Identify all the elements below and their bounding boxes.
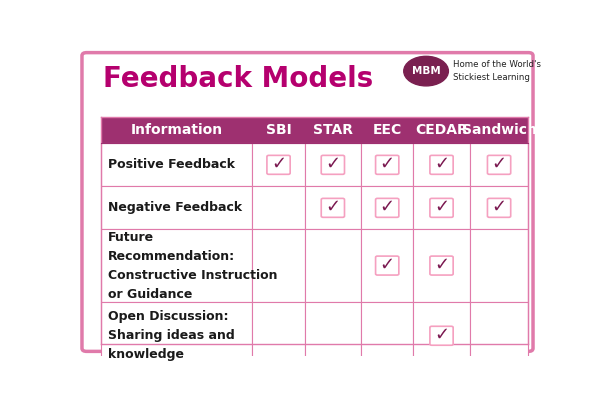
Circle shape (404, 56, 448, 86)
FancyBboxPatch shape (413, 186, 470, 229)
Text: Information: Information (130, 123, 223, 137)
Text: ✓: ✓ (434, 326, 449, 344)
Text: Future
Recommendation:
Constructive Instruction
or Guidance: Future Recommendation: Constructive Inst… (107, 230, 277, 300)
FancyBboxPatch shape (413, 302, 470, 370)
Text: Negative Feedback: Negative Feedback (107, 201, 242, 214)
FancyBboxPatch shape (376, 198, 399, 217)
Text: Home of the World's
Stickiest Learning: Home of the World's Stickiest Learning (453, 60, 541, 82)
Text: ✓: ✓ (491, 155, 506, 173)
FancyBboxPatch shape (470, 229, 529, 302)
FancyBboxPatch shape (305, 302, 361, 370)
FancyBboxPatch shape (376, 256, 399, 275)
FancyBboxPatch shape (413, 143, 470, 186)
FancyBboxPatch shape (361, 229, 413, 302)
FancyBboxPatch shape (253, 186, 305, 229)
FancyBboxPatch shape (430, 198, 453, 217)
FancyBboxPatch shape (487, 155, 511, 174)
FancyBboxPatch shape (430, 326, 453, 345)
FancyBboxPatch shape (321, 198, 344, 217)
Text: ✓: ✓ (380, 198, 395, 216)
Text: STAR: STAR (313, 123, 353, 137)
FancyBboxPatch shape (361, 186, 413, 229)
FancyBboxPatch shape (470, 143, 529, 186)
FancyBboxPatch shape (101, 117, 529, 143)
Text: Feedback Models: Feedback Models (103, 65, 373, 93)
FancyBboxPatch shape (82, 53, 533, 351)
FancyBboxPatch shape (101, 229, 253, 302)
FancyBboxPatch shape (253, 143, 305, 186)
Text: ✓: ✓ (434, 155, 449, 173)
Text: ✓: ✓ (491, 198, 506, 216)
Text: Positive Feedback: Positive Feedback (107, 158, 235, 171)
Text: ✓: ✓ (325, 198, 340, 216)
Text: ✓: ✓ (271, 155, 286, 173)
FancyBboxPatch shape (361, 143, 413, 186)
FancyBboxPatch shape (267, 155, 290, 174)
Text: SBI: SBI (266, 123, 292, 137)
FancyBboxPatch shape (376, 155, 399, 174)
Text: EEC: EEC (373, 123, 402, 137)
FancyBboxPatch shape (430, 256, 453, 275)
FancyBboxPatch shape (253, 229, 305, 302)
Text: Sandwich: Sandwich (461, 123, 536, 137)
FancyBboxPatch shape (470, 186, 529, 229)
FancyBboxPatch shape (321, 155, 344, 174)
FancyBboxPatch shape (101, 143, 253, 186)
Text: MBM: MBM (412, 66, 440, 76)
Text: CEDAR: CEDAR (415, 123, 468, 137)
FancyBboxPatch shape (253, 302, 305, 370)
FancyBboxPatch shape (470, 302, 529, 370)
FancyBboxPatch shape (361, 302, 413, 370)
Text: ✓: ✓ (380, 155, 395, 173)
FancyBboxPatch shape (413, 229, 470, 302)
FancyBboxPatch shape (305, 229, 361, 302)
Text: Open Discussion:
Sharing ideas and
knowledge: Open Discussion: Sharing ideas and knowl… (107, 310, 235, 361)
FancyBboxPatch shape (101, 302, 253, 370)
FancyBboxPatch shape (101, 186, 253, 229)
FancyBboxPatch shape (305, 186, 361, 229)
Text: ✓: ✓ (325, 155, 340, 173)
Text: ✓: ✓ (380, 255, 395, 273)
FancyBboxPatch shape (305, 143, 361, 186)
FancyBboxPatch shape (430, 155, 453, 174)
Text: ✓: ✓ (434, 198, 449, 216)
FancyBboxPatch shape (487, 198, 511, 217)
Text: ✓: ✓ (434, 255, 449, 273)
